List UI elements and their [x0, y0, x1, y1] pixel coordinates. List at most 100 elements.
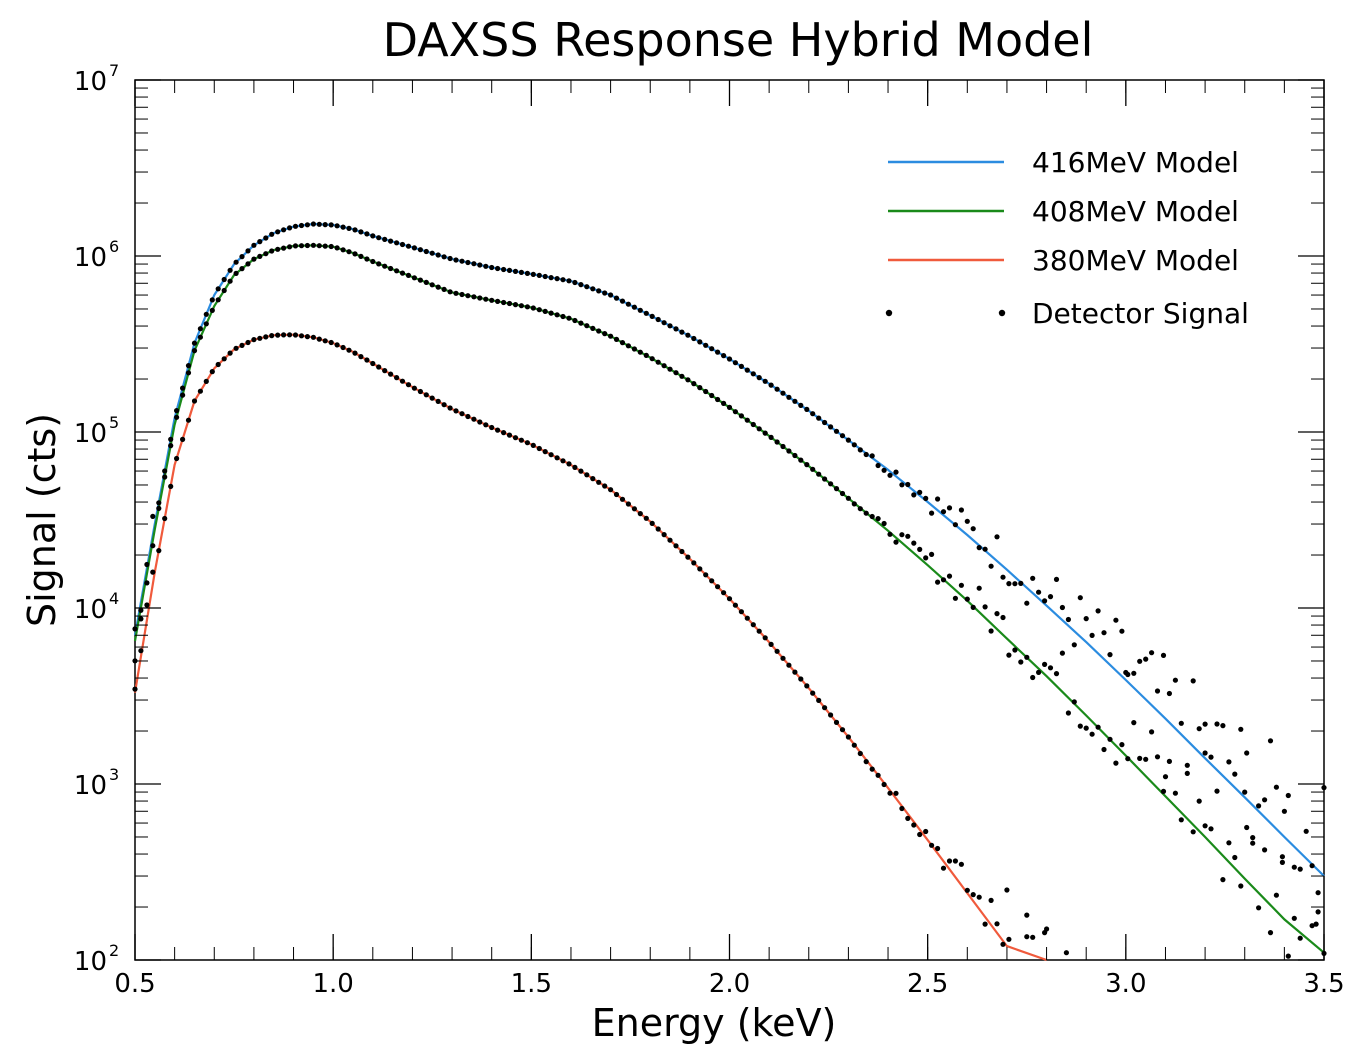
- detector-point: [750, 622, 756, 628]
- detector-point: [304, 222, 310, 228]
- detector-point: [679, 373, 685, 379]
- detector-point: [952, 858, 959, 864]
- legend: 416MeV Model 408MeV Model 380MeV Model D…: [885, 146, 1249, 330]
- detector-point: [572, 279, 578, 286]
- detector-point: [233, 270, 239, 276]
- detector-point: [483, 422, 489, 428]
- detector-point: [738, 363, 745, 369]
- detector-point: [619, 298, 626, 304]
- detector-point: [833, 719, 840, 726]
- detector-point: [221, 356, 227, 362]
- detector-point: [495, 427, 501, 433]
- detector-point: [191, 398, 198, 404]
- detector-point: [952, 595, 959, 601]
- detector-point: [738, 413, 745, 419]
- detector-point: [346, 225, 352, 231]
- detector-point: [596, 328, 602, 334]
- detector-point: [851, 501, 857, 507]
- detector-point: [572, 464, 578, 470]
- detector-point: [501, 266, 507, 273]
- y-tick-label-base: 10: [74, 947, 107, 977]
- detector-point: [144, 561, 150, 568]
- detector-point: [1024, 912, 1030, 918]
- detector-point: [518, 303, 525, 309]
- detector-point: [524, 270, 531, 276]
- detector-point: [257, 239, 263, 245]
- detector-point: [251, 242, 257, 248]
- detector-point: [388, 238, 394, 244]
- detector-point: [1047, 665, 1054, 671]
- detector-point: [691, 335, 697, 342]
- detector-point: [423, 248, 429, 255]
- detector-point: [548, 275, 554, 281]
- detector-point: [929, 510, 935, 516]
- x-tick-label: 1.5: [511, 969, 552, 999]
- detector-point: [625, 301, 632, 307]
- detector-point: [940, 865, 947, 871]
- detector-point: [703, 388, 709, 395]
- detector-point: [138, 607, 144, 613]
- detector-point: [197, 388, 203, 394]
- detector-point: [417, 247, 423, 253]
- detector-point: [756, 375, 762, 381]
- detector-point: [673, 370, 679, 376]
- detector-point: [762, 635, 768, 641]
- detector-point: [1149, 650, 1155, 656]
- detector-point: [839, 433, 846, 439]
- detector-point: [292, 223, 299, 229]
- detector-point: [1063, 950, 1069, 956]
- detector-point: [970, 526, 976, 532]
- detector-point: [150, 543, 156, 549]
- detector-point: [893, 539, 899, 545]
- detector-point: [459, 258, 465, 264]
- detector-point: [608, 333, 614, 339]
- detector-point: [863, 510, 869, 516]
- detector-point: [1279, 859, 1285, 866]
- detector-point: [138, 648, 144, 654]
- detector-point: [881, 467, 887, 473]
- detector-point: [798, 457, 804, 463]
- detector-point: [1214, 721, 1220, 727]
- detector-point: [554, 312, 560, 318]
- detector-point: [215, 286, 221, 292]
- detector-point: [738, 609, 745, 615]
- detector-point: [1012, 647, 1018, 653]
- detector-point: [239, 254, 245, 260]
- detector-point: [180, 436, 186, 442]
- detector-point: [548, 310, 554, 316]
- detector-point: [685, 377, 691, 383]
- detector-point: [619, 340, 626, 346]
- detector-point: [394, 268, 400, 274]
- detector-point: [346, 347, 352, 353]
- detector-point: [239, 342, 245, 348]
- detector-point: [310, 334, 316, 340]
- detector-point: [637, 349, 643, 355]
- detector-point: [501, 299, 507, 306]
- detector-point: [174, 408, 180, 414]
- detector-point: [1101, 630, 1107, 636]
- detector-point: [263, 251, 269, 257]
- detector-point: [816, 471, 822, 477]
- detector-point: [453, 257, 459, 263]
- detector-point: [750, 371, 756, 377]
- detector-point: [584, 323, 590, 329]
- detector-point: [1321, 785, 1327, 791]
- detector-point: [245, 339, 251, 346]
- detector-point: [613, 491, 620, 498]
- detector-point: [1125, 756, 1131, 762]
- detector-point: [370, 258, 376, 265]
- detector-point: [429, 250, 435, 256]
- detector-point: [578, 320, 584, 326]
- detector-point: [774, 386, 780, 392]
- detector-point: [376, 261, 382, 267]
- detector-point: [1313, 921, 1319, 927]
- detector-point: [399, 378, 406, 384]
- detector-point: [364, 256, 370, 262]
- detector-point: [281, 227, 287, 233]
- detector-point: [929, 551, 935, 558]
- detector-point: [447, 405, 453, 411]
- detector-point: [310, 221, 316, 227]
- detector-point: [269, 248, 275, 254]
- detector-point: [275, 229, 281, 235]
- detector-point: [1006, 936, 1012, 942]
